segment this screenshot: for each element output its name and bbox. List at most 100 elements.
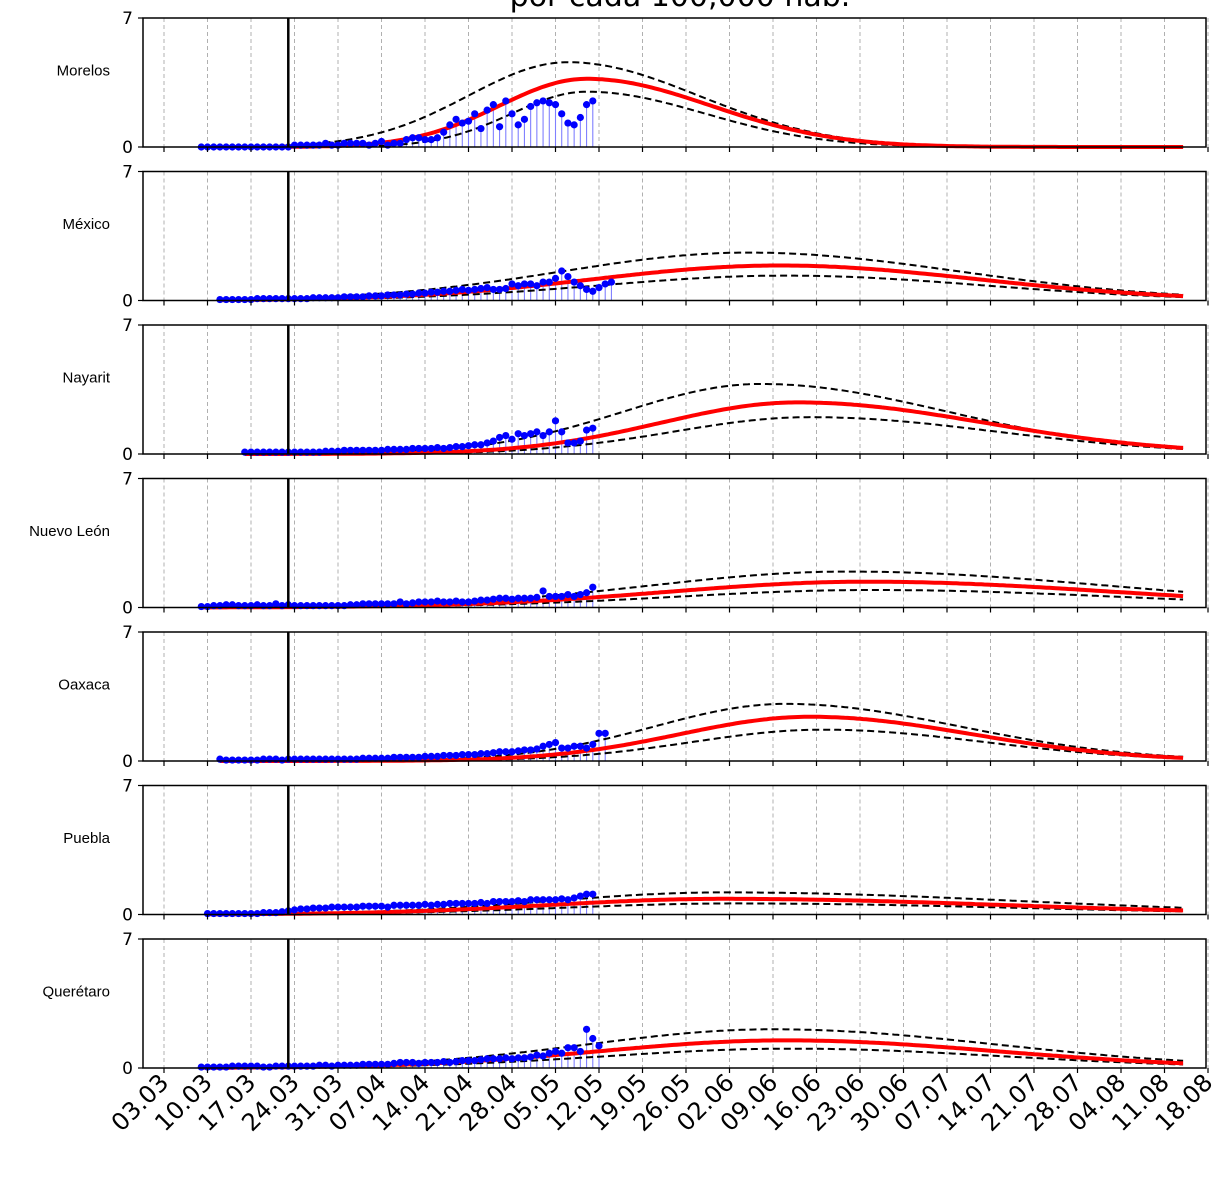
fit-line xyxy=(207,896,1184,917)
observed-point xyxy=(489,285,497,294)
observed-point xyxy=(570,439,578,447)
observed-point xyxy=(520,280,529,288)
observed-point xyxy=(558,895,566,903)
observed-point xyxy=(415,598,423,606)
observed-point xyxy=(489,898,497,906)
observed-point xyxy=(452,597,460,605)
observed-point xyxy=(582,589,591,597)
observed-point xyxy=(427,752,435,760)
observed-point xyxy=(589,890,597,898)
panel-background xyxy=(143,325,1206,454)
observed-point xyxy=(527,896,535,904)
observed-point xyxy=(508,280,516,288)
observed-point xyxy=(390,753,398,761)
panel-label: México xyxy=(62,216,110,233)
observed-point xyxy=(384,600,392,608)
observed-point xyxy=(266,1063,274,1071)
observed-point xyxy=(421,136,429,144)
panel-frame xyxy=(142,324,1207,455)
panel-background xyxy=(143,632,1206,761)
observed-point xyxy=(371,446,379,454)
observed-point xyxy=(551,101,560,109)
observed-point xyxy=(495,123,504,131)
observed-point xyxy=(440,598,448,606)
band-upper xyxy=(207,891,1184,916)
panels-layer: 0 7 Morelos 0 7 México 0 7 Nayarit 0 7 Nuevo León 0 7… xyxy=(29,9,1209,1079)
observed-point xyxy=(576,113,584,122)
observed-point xyxy=(582,426,591,434)
panel-puebla: 0 7 Puebla xyxy=(63,777,1209,926)
observed-point xyxy=(477,596,485,604)
observed-point xyxy=(390,445,398,453)
observed-point xyxy=(589,1034,597,1043)
y-tick-label: 7 xyxy=(122,163,133,183)
observed-point xyxy=(321,447,330,455)
observed-point xyxy=(421,289,429,297)
observed-point xyxy=(564,896,572,904)
panel-label: Nuevo León xyxy=(29,523,110,540)
observed-point xyxy=(520,431,529,440)
observed-point xyxy=(576,282,584,290)
observed-point xyxy=(427,901,435,909)
y-tick-label: 7 xyxy=(122,777,133,797)
observed-point xyxy=(576,1047,584,1056)
observed-point xyxy=(377,137,386,146)
observed-point xyxy=(551,1047,560,1056)
y-tick-label: 7 xyxy=(122,316,133,336)
observed-point xyxy=(508,595,516,603)
observed-point xyxy=(371,754,379,762)
observed-point xyxy=(489,101,497,109)
observed-point xyxy=(576,742,584,750)
observed-point xyxy=(340,1061,348,1069)
observed-point xyxy=(601,280,609,288)
observed-point xyxy=(558,744,566,752)
observed-point xyxy=(402,136,410,144)
observed-point xyxy=(222,1063,230,1071)
observed-point xyxy=(464,286,473,294)
observed-point xyxy=(533,593,541,601)
observed-point xyxy=(259,1063,268,1071)
observed-point xyxy=(545,896,553,904)
observed-point xyxy=(371,139,379,147)
observed-point xyxy=(514,282,522,290)
observed-point xyxy=(527,430,535,438)
observed-point xyxy=(440,128,448,136)
observed-point xyxy=(464,442,473,450)
panel-background xyxy=(143,18,1206,147)
observed-point xyxy=(483,1055,491,1063)
observed-point xyxy=(421,1058,429,1067)
observed-point xyxy=(533,745,541,753)
observed-point xyxy=(228,909,236,918)
observed-point xyxy=(247,909,255,918)
observed-point xyxy=(203,909,212,918)
panel-frame xyxy=(142,170,1207,302)
observed-point xyxy=(464,598,473,606)
observed-point xyxy=(216,295,224,304)
observed-point xyxy=(551,738,560,747)
panel-nuevo-le-n: 0 7 Nuevo León xyxy=(29,470,1209,619)
observed-point xyxy=(533,282,541,290)
observed-point xyxy=(396,1058,404,1067)
observed-point xyxy=(377,600,386,608)
y-tick-label: 7 xyxy=(122,623,133,643)
observed-point xyxy=(433,752,442,760)
observed-point xyxy=(483,106,491,114)
observed-point xyxy=(371,600,379,608)
observed-point xyxy=(564,439,572,447)
observed-point xyxy=(589,424,597,432)
observed-point xyxy=(570,1044,578,1052)
observed-point xyxy=(234,295,243,304)
observed-point xyxy=(247,295,255,304)
observed-point xyxy=(359,754,367,762)
observed-point xyxy=(321,139,330,147)
observed-point xyxy=(408,901,417,909)
observed-point xyxy=(216,909,224,918)
panel-frame xyxy=(142,17,1207,148)
observed-point xyxy=(582,744,591,752)
observed-point xyxy=(247,756,255,764)
observed-point xyxy=(408,1058,417,1067)
observed-point xyxy=(408,134,417,142)
observed-point xyxy=(402,445,410,453)
observed-point xyxy=(371,292,379,300)
